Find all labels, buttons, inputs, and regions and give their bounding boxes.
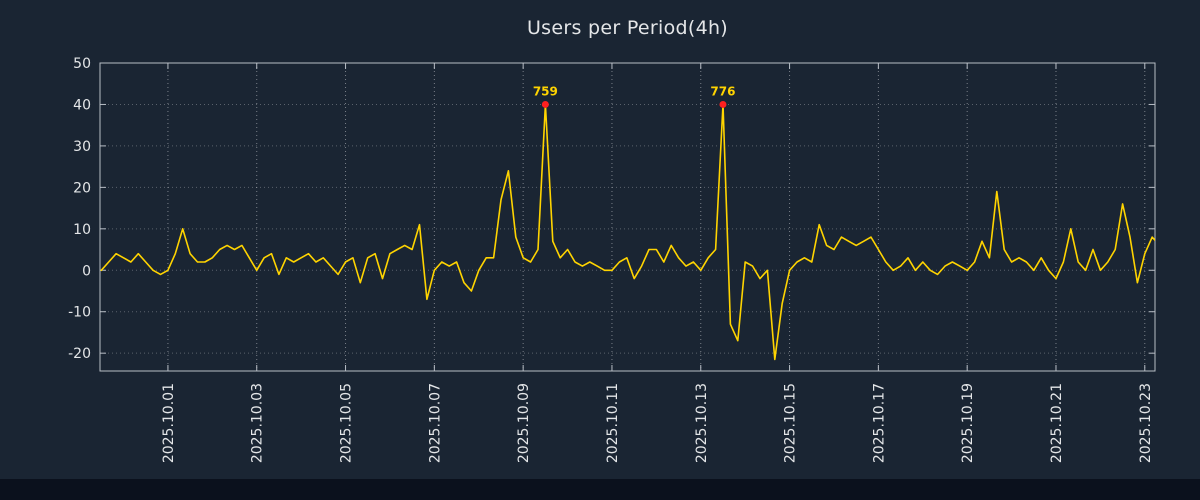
tick-marks xyxy=(100,62,1155,371)
grid-horizontal xyxy=(100,103,1155,354)
y-tick-label: 50 xyxy=(73,56,91,72)
y-tick-label: 40 xyxy=(73,97,91,113)
x-tick-label: 2025.10.19 xyxy=(960,383,976,463)
peak-marker xyxy=(719,100,727,108)
bottom-bar xyxy=(0,479,1200,500)
chart-title: Users per Period(4h) xyxy=(526,17,729,39)
y-tick-label: -10 xyxy=(68,305,91,321)
y-tick-label: 20 xyxy=(73,180,91,196)
x-tick-label: 2025.10.15 xyxy=(783,383,799,463)
peak-label: 759 xyxy=(533,84,558,98)
x-tick-label: 2025.10.17 xyxy=(871,383,887,463)
peak-label: 776 xyxy=(710,84,735,98)
x-tick-label: 2025.10.21 xyxy=(1049,383,1065,463)
peak-marker xyxy=(541,100,549,108)
x-tick-label: 2025.10.23 xyxy=(1138,383,1154,463)
y-tick-label: 10 xyxy=(73,222,91,238)
y-axis-labels: 50 40 30 20 10 0 -10 -20 xyxy=(68,56,91,362)
x-tick-label: 2025.10.09 xyxy=(516,383,532,463)
y-tick-label: 30 xyxy=(73,139,91,155)
x-tick-label: 2025.10.03 xyxy=(250,383,266,463)
x-tick-label: 2025.10.05 xyxy=(339,383,355,463)
plot-border xyxy=(99,62,1156,372)
y-tick-label: 0 xyxy=(82,263,91,279)
x-tick-label: 2025.10.11 xyxy=(605,383,621,463)
x-tick-label: 2025.10.07 xyxy=(427,383,443,463)
x-tick-label: 2025.10.01 xyxy=(161,383,177,463)
x-axis-labels: 2025.10.01 2025.10.03 2025.10.05 2025.10.07… xyxy=(161,383,1154,463)
x-tick-label: 2025.10.13 xyxy=(694,383,710,463)
y-tick-label: -20 xyxy=(68,346,91,362)
grid-vertical xyxy=(167,63,1146,371)
series-line xyxy=(100,103,1155,361)
